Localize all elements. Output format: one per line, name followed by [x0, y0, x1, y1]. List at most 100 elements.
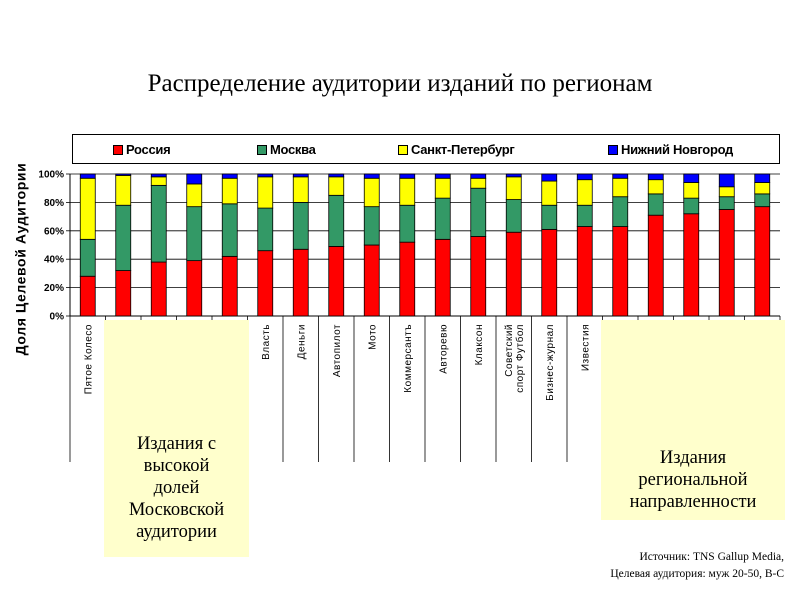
x-tick-label: Автопилот	[332, 324, 343, 377]
bar-segment-russia	[186, 260, 203, 317]
bar-segment-spb	[434, 177, 451, 199]
bar-segment-nnov	[754, 173, 771, 183]
bar-segment-nnov	[399, 173, 416, 179]
x-tick-label-line: Советский	[504, 324, 515, 377]
bar-segment-nnov	[718, 173, 735, 188]
bar-segment-nnov	[363, 173, 380, 179]
legend-label-spb: Санкт-Петербург	[411, 142, 515, 157]
bar-segment-moscow	[399, 204, 416, 243]
bar-segment-spb	[115, 175, 132, 206]
x-tick-label-line: спорт Футбол	[514, 324, 526, 393]
bar-segment-nnov	[115, 173, 132, 176]
bar-segment-moscow	[328, 194, 345, 247]
chart-legend: Россия Москва Санкт-Петербург Нижний Нов…	[72, 134, 780, 164]
bar-segment-nnov	[292, 173, 309, 178]
x-tick-label-line: Клаксон	[474, 324, 485, 365]
bar-segment-moscow	[363, 206, 380, 246]
bar-segment-russia	[541, 228, 558, 317]
legend-item-spb: Санкт-Петербург	[398, 142, 515, 157]
x-tick-label-line: Пятое Колесо	[83, 324, 94, 394]
x-tick-label: Известия	[580, 324, 591, 371]
bar-segment-russia	[754, 206, 771, 317]
bar-segment-russia	[221, 255, 238, 317]
legend-swatch-spb	[398, 144, 408, 155]
bar-segment-spb	[683, 182, 700, 199]
y-axis-title-text: Доля Целевой Аудитории	[12, 162, 28, 356]
bar-segment-russia	[150, 261, 167, 317]
callout-regional: Издания региональной направленности	[601, 320, 785, 520]
x-tick-label: Деньги	[296, 324, 307, 359]
legend-label-russia: Россия	[126, 142, 171, 157]
x-tick-label: Клаксон	[474, 324, 485, 365]
bar-segment-russia	[683, 213, 700, 317]
bar-segment-moscow	[505, 199, 522, 233]
x-tick-label-line: Бизнес-журнал	[545, 324, 556, 401]
bar-segment-russia	[328, 246, 345, 317]
bar-segment-russia	[292, 248, 309, 317]
legend-label-nnov: Нижний Новгород	[621, 142, 734, 157]
bar-segment-spb	[576, 179, 593, 206]
bar-segment-spb	[328, 176, 345, 196]
legend-swatch-nnov	[608, 144, 618, 155]
bar-segment-moscow	[434, 197, 451, 240]
legend-label-moscow: Москва	[270, 142, 316, 157]
bar-segment-moscow	[754, 193, 771, 208]
bar-segment-russia	[434, 238, 451, 317]
bar-segment-russia	[470, 236, 487, 317]
x-tick-label: Мото	[367, 324, 378, 350]
bar-segment-spb	[647, 179, 664, 195]
bar-segment-moscow	[150, 184, 167, 263]
bar-segment-spb	[718, 186, 735, 198]
bar-segment-nnov	[150, 173, 167, 178]
bar-segment-russia	[612, 226, 629, 317]
bar-segment-spb	[470, 177, 487, 189]
callout-moscow-audience: Издания с высокой долей Московской аудит…	[104, 320, 249, 557]
legend-swatch-russia	[113, 144, 123, 155]
plot-area	[70, 174, 780, 316]
slide-title: Распределение аудитории изданий по регио…	[147, 70, 653, 97]
x-tick-label-line: Авторевю	[438, 324, 449, 374]
bar-segment-moscow	[257, 207, 274, 252]
bar-segment-moscow	[221, 203, 238, 257]
y-axis-title: Доля Целевой Аудитории	[7, 163, 33, 356]
bar-segment-russia	[576, 226, 593, 317]
source-note: Источник: TNS Gallup Media, Целевая ауди…	[610, 549, 784, 583]
bar-segment-moscow	[115, 204, 132, 271]
source-line-2: Целевая аудитория: муж 20-50, B-C	[610, 568, 784, 580]
bar-segment-nnov	[434, 173, 451, 179]
x-tick-label: Авторевю	[438, 324, 449, 374]
bar-segment-nnov	[647, 173, 664, 181]
bar-segment-russia	[505, 231, 522, 317]
source-line-1: Источник: TNS Gallup Media,	[639, 551, 784, 563]
bar-segment-nnov	[257, 173, 274, 178]
bar-segment-russia	[718, 209, 735, 317]
y-tick-label: 20%	[44, 283, 64, 294]
bar-segment-spb	[754, 182, 771, 195]
legend-item-nnov: Нижний Новгород	[608, 142, 733, 157]
x-tick-label-line: Власть	[261, 324, 272, 360]
legend-item-russia: Россия	[113, 142, 171, 157]
bar-segment-nnov	[79, 173, 96, 179]
legend-swatch-moscow	[257, 144, 267, 155]
y-tick-label: 80%	[44, 198, 64, 209]
bar-segment-moscow	[470, 187, 487, 237]
bar-segment-spb	[221, 177, 238, 205]
bar-segment-nnov	[541, 173, 558, 182]
bar-segment-spb	[612, 177, 629, 198]
bar-segment-moscow	[541, 204, 558, 230]
bar-segment-moscow	[292, 201, 309, 250]
bar-segment-russia	[363, 244, 380, 317]
y-tick-label: 100%	[38, 170, 64, 181]
x-tick-label-line: Автопилот	[332, 324, 343, 377]
bar-segment-nnov	[612, 173, 629, 179]
bar-segment-spb	[292, 176, 309, 203]
x-tick-label-line: Мото	[367, 324, 378, 350]
bar-segment-spb	[541, 180, 558, 206]
bar-segment-spb	[505, 176, 522, 200]
x-tick-label-line: Коммерсантъ	[403, 324, 414, 393]
bar-segment-spb	[150, 176, 167, 186]
bar-segment-nnov	[221, 173, 238, 179]
bar-segment-spb	[257, 176, 274, 209]
bar-segment-moscow	[186, 206, 203, 262]
bar-segment-spb	[399, 177, 416, 206]
